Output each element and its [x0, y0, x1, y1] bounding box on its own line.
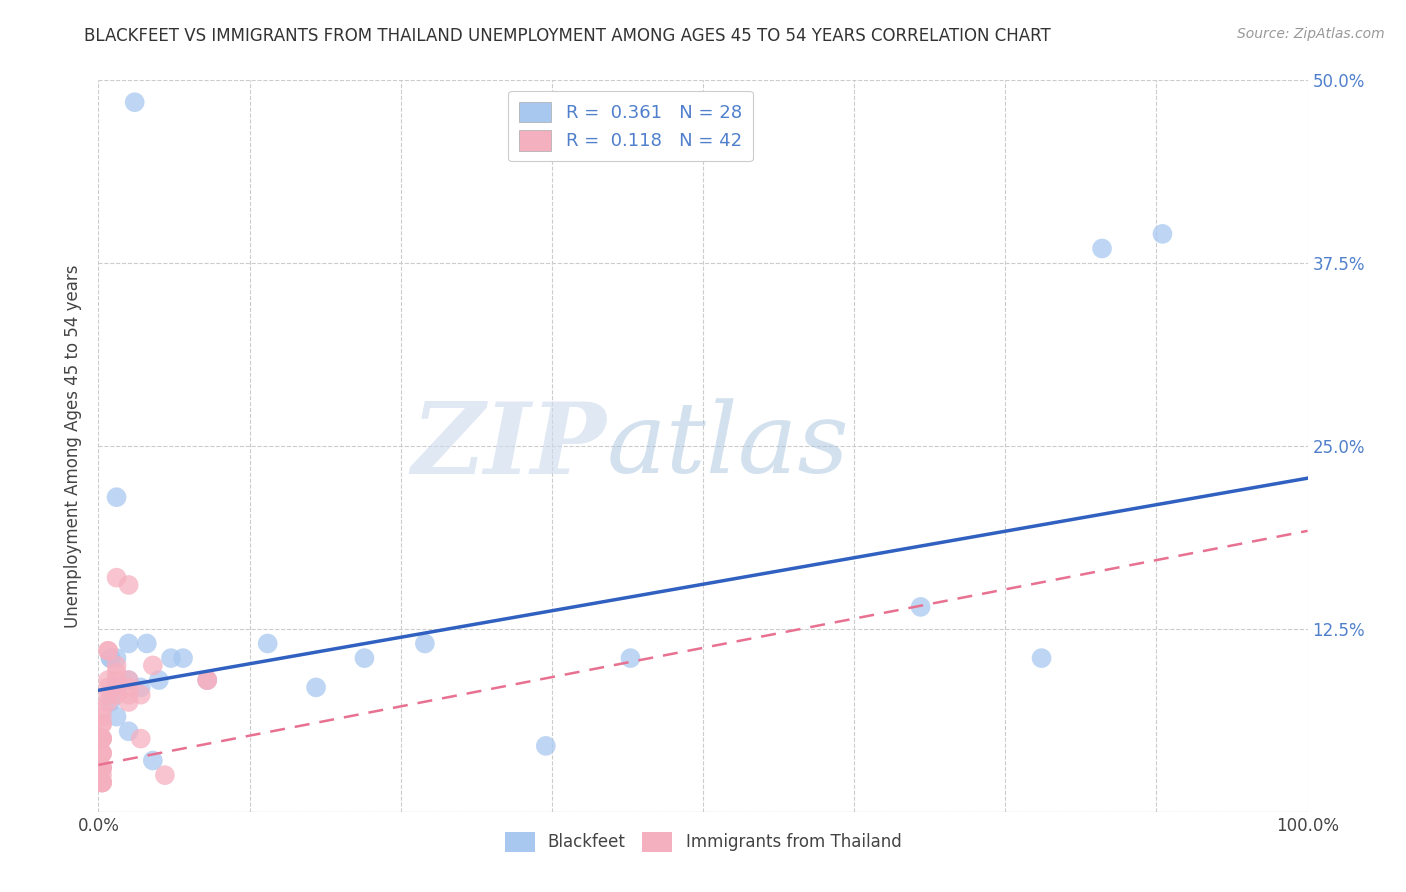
Point [195, 673, 218, 687]
Point [129, 688, 152, 702]
Point [153, 768, 176, 782]
Point [118, 636, 141, 650]
Text: ZIP: ZIP [412, 398, 606, 494]
Text: Source: ZipAtlas.com: Source: ZipAtlas.com [1237, 27, 1385, 41]
Point [91, 731, 114, 746]
Point [91, 702, 114, 716]
Point [1031, 651, 1053, 665]
Point [105, 673, 128, 687]
Point [91, 775, 114, 789]
Point [91, 746, 114, 760]
Point [105, 665, 128, 680]
Point [118, 681, 141, 695]
Point [353, 651, 375, 665]
Point [534, 739, 557, 753]
Point [100, 651, 122, 665]
Point [105, 688, 128, 702]
Point [91, 746, 114, 760]
Point [118, 578, 141, 592]
Point [305, 681, 328, 695]
Point [142, 658, 165, 673]
Text: atlas: atlas [606, 399, 849, 493]
Point [97, 644, 120, 658]
Point [118, 673, 141, 687]
Point [91, 731, 114, 746]
Point [105, 681, 128, 695]
Y-axis label: Unemployment Among Ages 45 to 54 years: Unemployment Among Ages 45 to 54 years [65, 264, 83, 628]
Point [91, 731, 114, 746]
Text: BLACKFEET VS IMMIGRANTS FROM THAILAND UNEMPLOYMENT AMONG AGES 45 TO 54 YEARS COR: BLACKFEET VS IMMIGRANTS FROM THAILAND UN… [84, 27, 1052, 45]
Point [97, 673, 120, 687]
Point [105, 571, 128, 585]
Point [118, 695, 141, 709]
Point [195, 673, 218, 687]
Point [91, 717, 114, 731]
Point [195, 673, 218, 687]
Point [124, 95, 146, 110]
Point [118, 673, 141, 687]
Point [118, 688, 141, 702]
Point [172, 651, 194, 665]
Point [100, 695, 122, 709]
Point [97, 681, 120, 695]
Point [142, 754, 165, 768]
Point [105, 709, 128, 723]
Point [105, 658, 128, 673]
Point [413, 636, 436, 650]
Point [100, 651, 122, 665]
Point [91, 731, 114, 746]
Point [91, 768, 114, 782]
Point [105, 651, 128, 665]
Point [1091, 242, 1114, 256]
Point [91, 775, 114, 789]
Point [105, 490, 128, 504]
Point [91, 775, 114, 789]
Point [91, 709, 114, 723]
Legend: Blackfeet, Immigrants from Thailand: Blackfeet, Immigrants from Thailand [498, 826, 908, 858]
Point [97, 695, 120, 709]
Point [97, 688, 120, 702]
Point [1152, 227, 1174, 241]
Point [91, 717, 114, 731]
Point [910, 599, 932, 614]
Point [129, 681, 152, 695]
Point [135, 636, 157, 650]
Point [105, 681, 128, 695]
Point [148, 673, 170, 687]
Point [91, 761, 114, 775]
Point [129, 731, 152, 746]
Point [91, 761, 114, 775]
Point [619, 651, 641, 665]
Point [160, 651, 183, 665]
Point [118, 724, 141, 739]
Point [91, 775, 114, 789]
Point [256, 636, 278, 650]
Point [91, 746, 114, 760]
Point [91, 761, 114, 775]
Point [97, 644, 120, 658]
